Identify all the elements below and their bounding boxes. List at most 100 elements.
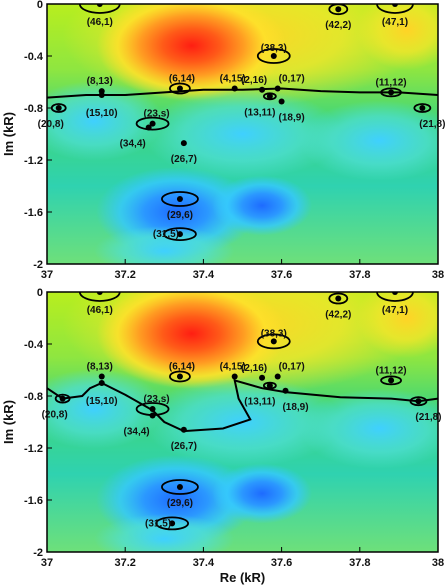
resonance-point	[231, 85, 238, 92]
y-tick-label: -0.8	[24, 391, 43, 403]
y-tick-label: -2	[33, 259, 43, 271]
heatmap-blob-1	[96, 4, 287, 101]
resonance-label: (21,8)	[419, 119, 445, 130]
heatmap-blob-7	[212, 175, 313, 236]
resonance-point	[278, 98, 285, 105]
resonance-label: (34,4)	[120, 139, 146, 150]
x-tick-label: 37.6	[271, 269, 292, 281]
resonance-label: (31,5)	[153, 229, 179, 240]
heatmap-panel-2	[47, 292, 438, 552]
x-axis-label: Re (kR)	[220, 570, 266, 585]
resonance-loop	[169, 370, 191, 383]
resonance-point	[176, 484, 183, 490]
resonance-point	[282, 387, 289, 394]
resonance-label: (0,17)	[279, 362, 305, 373]
heatmap-blob-5	[299, 388, 438, 469]
resonance-point	[149, 412, 156, 419]
plot-frame	[46, 291, 439, 553]
resonance-label: (20,8)	[42, 410, 68, 421]
resonance-label: (6,14)	[169, 362, 195, 373]
resonance-loop	[409, 396, 428, 407]
resonance-loop	[78, 292, 121, 302]
resonance-point	[335, 6, 342, 13]
x-tick-label: 37	[41, 557, 53, 569]
resonance-point	[149, 120, 156, 127]
x-tick-label: 37.8	[349, 269, 370, 281]
resonance-point	[176, 231, 183, 238]
resonance-label: (11,12)	[376, 365, 407, 376]
resonance-point	[415, 398, 422, 405]
x-tick-label: 38	[432, 557, 444, 569]
resonance-loop	[376, 292, 414, 302]
resonance-label: (34,4)	[124, 427, 150, 438]
y-tick-label: -1.2	[24, 155, 43, 167]
resonance-point	[55, 105, 62, 111]
resonance-loop	[376, 4, 414, 14]
resonance-label: (21,8)	[415, 412, 441, 423]
resonance-loop	[161, 479, 199, 495]
heatmap-blob-4	[142, 89, 343, 179]
heatmap-blob-5	[299, 100, 438, 181]
y-tick-label: -0.4	[24, 51, 44, 63]
resonance-loop	[54, 393, 71, 404]
resonance-point	[274, 373, 281, 380]
resonance-label: (38,3)	[261, 328, 287, 339]
resonance-label: (46,1)	[87, 17, 113, 28]
resonance-loop	[256, 333, 291, 350]
resonance-loop	[161, 191, 199, 207]
resonance-label: (31,5)	[145, 518, 171, 529]
resonance-loop	[135, 116, 170, 131]
x-tick-label: 37.8	[349, 557, 370, 569]
resonance-label: (2,16)	[241, 363, 267, 374]
resonance-label: (11,12)	[376, 77, 407, 88]
resonance-loop	[256, 48, 291, 64]
y-axis-label: Im (kR)	[1, 400, 16, 444]
resonance-point	[388, 89, 395, 96]
resonance-loop	[169, 82, 191, 95]
resonance-label: (42,2)	[325, 310, 351, 321]
heatmap-blob-3	[47, 81, 164, 161]
heatmap-blob-2	[356, 4, 438, 70]
resonance-label: (4,15)	[220, 74, 246, 85]
heatmap-blob-3	[47, 369, 164, 449]
resonance-point	[176, 196, 183, 202]
dispersion-curve	[47, 87, 438, 99]
resonance-label: (18,9)	[279, 113, 305, 124]
x-tick-label: 37.6	[271, 557, 292, 569]
resonance-point	[145, 124, 152, 131]
resonance-point	[259, 86, 266, 93]
resonance-point	[180, 426, 187, 433]
y-tick-label: -1.2	[24, 443, 43, 455]
resonance-label: (23,s)	[144, 394, 170, 405]
resonance-label: (13,11)	[244, 107, 275, 118]
resonance-point	[266, 382, 273, 389]
y-axis-label: Im (kR)	[1, 112, 16, 156]
resonance-loop	[380, 87, 402, 98]
resonance-label: (4,15)	[220, 362, 246, 373]
resonance-point	[270, 338, 277, 345]
resonance-point	[98, 373, 105, 380]
resonance-point	[98, 92, 105, 98]
resonance-label: (8,13)	[87, 362, 113, 373]
resonance-label: (47,1)	[382, 305, 408, 316]
resonance-loop	[78, 4, 121, 14]
resonance-point	[169, 520, 176, 527]
resonance-point	[98, 380, 105, 386]
heatmap-blob-8	[94, 226, 235, 264]
resonance-label: (26,7)	[171, 441, 197, 452]
y-tick-label: -0.4	[24, 339, 44, 351]
resonance-label: (47,1)	[382, 17, 408, 28]
x-tick-label: 37	[41, 269, 53, 281]
resonance-label: (46,1)	[87, 305, 113, 316]
resonance-point	[231, 373, 238, 380]
dispersion-curve	[47, 378, 438, 433]
resonance-label: (38,3)	[261, 43, 287, 54]
resonance-label: (29,6)	[167, 210, 193, 221]
heatmap-blob-1	[96, 292, 287, 389]
x-tick-label: 38	[432, 269, 444, 281]
resonance-label: (20,8)	[38, 119, 64, 130]
resonance-point	[419, 105, 426, 111]
y-tick-label: -2	[33, 547, 43, 559]
x-tick-label: 37.4	[193, 269, 215, 281]
